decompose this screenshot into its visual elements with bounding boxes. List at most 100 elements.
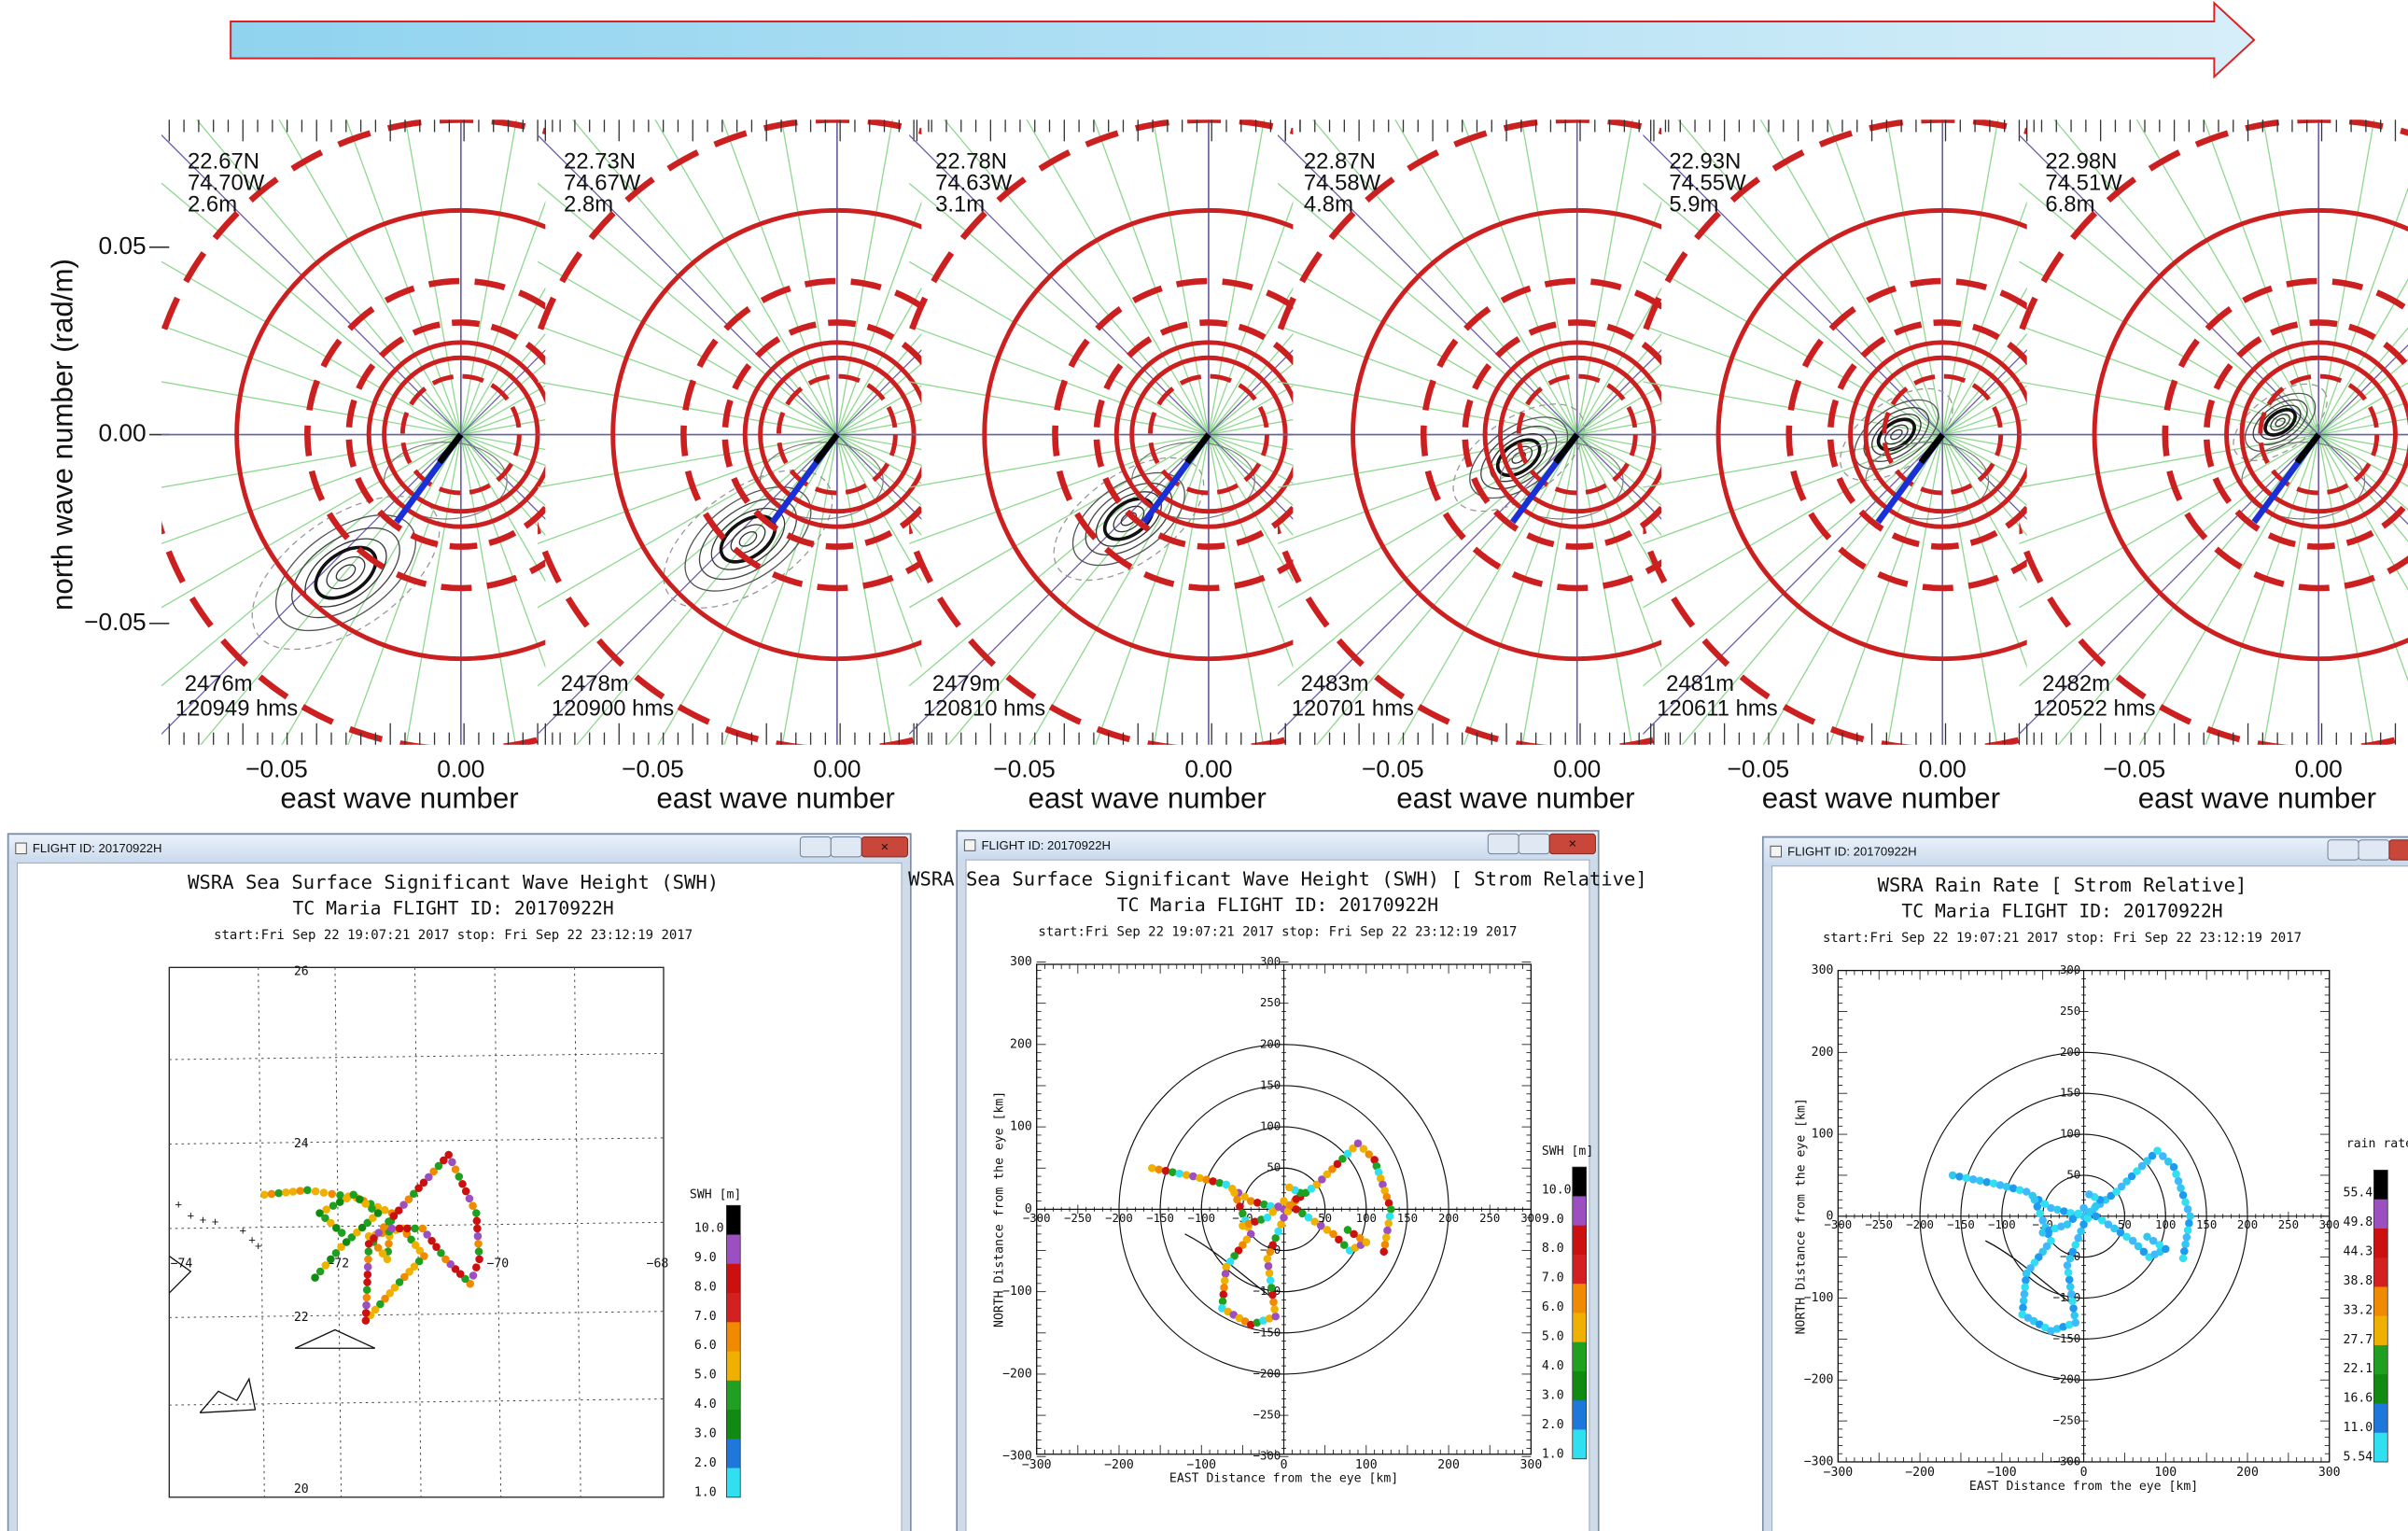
track-point (1381, 1241, 1390, 1249)
colorbar-tick-label: 9.0 (694, 1251, 717, 1265)
track-point (2034, 1202, 2042, 1211)
track-point (2085, 1190, 2093, 1199)
colorbar-segment (726, 1322, 740, 1352)
x-tick-label: −0.05 (2104, 755, 2166, 783)
inner-x-tick-label: −200 (1906, 1218, 1934, 1231)
colorbar-segment (1573, 1167, 1587, 1197)
direction-spoke (1942, 0, 2152, 435)
plot-period: start:Fri Sep 22 19:07:21 2017 stop: Fri… (214, 928, 693, 943)
colorbar-label: rain rate [mm/h] (2346, 1137, 2408, 1151)
colorbar-tick-label: 38.8 (2344, 1274, 2373, 1288)
track-point (343, 1194, 351, 1202)
track-point (388, 1225, 397, 1233)
track-point (1384, 1219, 1393, 1228)
colorbar-segment (1573, 1342, 1587, 1372)
track-point (1277, 1220, 1285, 1229)
inner-y-tick-label: 100 (1260, 1120, 1281, 1133)
track-point (1236, 1202, 1244, 1211)
colorbar-tick-label: 1.0 (694, 1485, 717, 1499)
x-tick-label: 300 (1520, 1458, 1543, 1472)
minimize-button[interactable] (800, 836, 831, 856)
track-point (1387, 1205, 1395, 1214)
colorbar-segment (2373, 1316, 2387, 1346)
x-tick-label: −200 (1905, 1466, 1935, 1480)
energy-contour (2220, 369, 2340, 476)
track-point (320, 1188, 329, 1197)
x-tick-label: −0.05 (1362, 755, 1424, 783)
minimize-button[interactable] (2328, 840, 2359, 860)
inner-y-tick-label: 300 (2060, 963, 2080, 976)
inner-y-tick-label: 200 (1260, 1037, 1281, 1050)
colorbar-tick-label: 22.1 (2344, 1362, 2373, 1376)
track-point (1271, 1234, 1280, 1243)
inner-x-tick-label: −100 (1187, 1212, 1215, 1225)
track-point (336, 1198, 344, 1206)
altitude: 2479m (932, 671, 1001, 696)
track-point (332, 1249, 341, 1257)
inner-x-tick-label: 200 (2237, 1218, 2258, 1231)
track-point (2175, 1177, 2183, 1186)
track-point (2019, 1303, 2027, 1312)
x-tick-label: 0 (2080, 1466, 2088, 1480)
colorbar-tick-label: 33.2 (2344, 1303, 2373, 1317)
track-point (2021, 1290, 2029, 1299)
app-window: FLIGHT ID: 20170922H×WSRA Rain Rate [ St… (1763, 836, 2408, 1531)
track-point (1265, 1262, 1273, 1271)
y-tick-label: −100 (1804, 1291, 1834, 1305)
x-tick-label: −100 (1987, 1466, 2017, 1480)
track-point (296, 1187, 304, 1195)
track-point (1269, 1298, 1278, 1306)
direction-spoke (2318, 128, 2408, 435)
y-tick-label: 200 (1010, 1037, 1032, 1051)
colorbar-segment (726, 1293, 740, 1323)
inner-x-tick-label: 300 (1520, 1212, 1541, 1225)
close-button[interactable] (2389, 840, 2408, 860)
track-point (1239, 1210, 1247, 1218)
colorbar-tick-label: 7.0 (1542, 1271, 1564, 1285)
plot-period: start:Fri Sep 22 19:07:21 2017 stop: Fri… (1038, 924, 1517, 939)
maximize-button[interactable] (2359, 840, 2389, 860)
maximize-button[interactable] (831, 836, 861, 856)
x-axis-label: EAST Distance from the eye [km] (1169, 1472, 1398, 1486)
inner-x-tick-label: 250 (2278, 1218, 2299, 1231)
track-point (363, 1294, 371, 1302)
altitude: 2478m (561, 671, 629, 696)
track-point (363, 1285, 371, 1294)
colorbar-tick-label: 10.0 (1542, 1183, 1572, 1197)
inner-x-tick-label: 300 (2319, 1218, 2340, 1231)
colorbar-segment (1573, 1284, 1587, 1313)
inner-x-tick-label: −300 (1825, 1218, 1853, 1231)
track-point (473, 1216, 482, 1225)
colorbar-segment (726, 1468, 740, 1498)
inner-y-tick-label: 50 (1267, 1161, 1281, 1174)
colorbar-segment (2373, 1345, 2387, 1375)
x-tick-label: 0.00 (1919, 755, 1967, 783)
colorbar-tick-label: 6.0 (1542, 1300, 1564, 1314)
colorbar-tick-label: 49.8 (2344, 1215, 2373, 1229)
app-icon (964, 840, 975, 851)
colorbar-segment (1573, 1226, 1587, 1256)
track-point (2177, 1184, 2185, 1192)
colorbar-tick-label: 3.0 (694, 1427, 717, 1441)
maximize-button[interactable] (1519, 834, 1549, 853)
track-point (362, 1309, 371, 1317)
track-point (385, 1240, 393, 1248)
inner-x-tick-label: −300 (1023, 1212, 1051, 1225)
y-tick-label: −0.05 (84, 608, 147, 636)
track-point (312, 1187, 320, 1196)
windows: FLIGHT ID: 20170922H×WSRA Sea Surface Si… (8, 831, 2408, 1531)
track-point (2069, 1248, 2078, 1257)
inner-y-tick-label: −200 (1253, 1367, 1281, 1380)
inner-x-tick-label: 200 (1438, 1212, 1459, 1225)
direction-spoke (461, 0, 671, 435)
track-marker: + (255, 1239, 262, 1253)
minimize-button[interactable] (1488, 834, 1519, 853)
track-point (2031, 1196, 2039, 1204)
inner-y-tick-label: −150 (1253, 1326, 1281, 1339)
inner-x-tick-label: 150 (1397, 1212, 1418, 1225)
x-axis-label: east wave number (656, 781, 894, 814)
time: 120900 hms (552, 695, 674, 721)
track-point (1963, 1174, 1971, 1183)
track-marker: + (200, 1213, 207, 1227)
window-title: FLIGHT ID: 20170922H (1787, 844, 1917, 858)
